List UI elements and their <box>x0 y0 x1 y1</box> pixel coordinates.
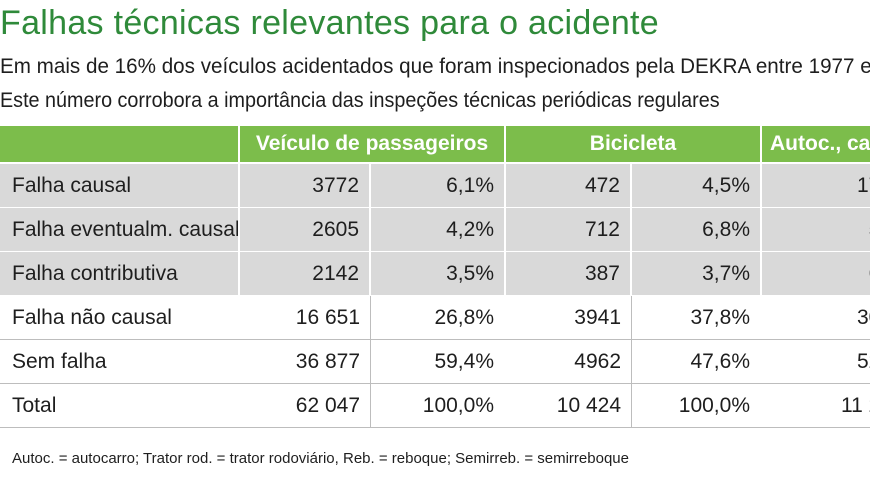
column-separator <box>504 340 506 384</box>
header-bicycle: Bicicleta <box>506 126 760 162</box>
passenger-percent: 3,5% <box>371 252 504 296</box>
row-label: Falha eventualm. causal <box>0 208 240 252</box>
header-bus: Autoc., car <box>762 126 870 162</box>
column-separator <box>760 164 762 208</box>
page-title: Falhas técnicas relevantes para o aciden… <box>0 4 659 42</box>
column-separator <box>760 340 762 384</box>
bicycle-count: 3941 <box>506 296 632 340</box>
bus-count: 305 <box>762 296 870 340</box>
column-separator <box>504 384 506 428</box>
bus-count: 11 27 <box>762 384 870 428</box>
row-label: Falha contributiva <box>0 252 238 296</box>
row-label: Sem falha <box>0 340 238 384</box>
passenger-percent: 6,1% <box>371 164 504 208</box>
column-separator <box>760 384 762 428</box>
subtitle-line-2: Este número corrobora a importância das … <box>0 89 720 112</box>
passenger-count: 62 047 <box>240 384 371 428</box>
bicycle-percent: 37,8% <box>632 296 760 340</box>
bicycle-percent: 47,6% <box>632 340 760 384</box>
column-separator <box>760 208 762 252</box>
row-label: Falha causal <box>0 164 238 208</box>
column-separator <box>238 384 240 428</box>
bicycle-percent: 100,0% <box>632 384 760 428</box>
bicycle-percent: 3,7% <box>632 252 760 296</box>
passenger-percent: 26,8% <box>371 296 504 340</box>
bicycle-percent: 4,5% <box>632 164 760 208</box>
passenger-count: 3772 <box>240 164 371 208</box>
column-separator <box>238 296 240 340</box>
column-separator <box>760 296 762 340</box>
column-separator <box>238 208 240 252</box>
passenger-percent: 59,4% <box>371 340 504 384</box>
header-empty-cell <box>0 126 238 162</box>
column-separator <box>238 252 240 296</box>
column-separator <box>238 164 240 208</box>
column-separator <box>238 340 240 384</box>
passenger-percent: 4,2% <box>371 208 504 252</box>
bus-count: 525 <box>762 340 870 384</box>
column-separator <box>504 208 506 252</box>
passenger-count: 2605 <box>240 208 371 252</box>
row-label: Total <box>0 384 238 428</box>
bicycle-count: 712 <box>506 208 632 252</box>
footnote: Autoc. = autocarro; Trator rod. = trator… <box>12 450 629 467</box>
bicycle-count: 4962 <box>506 340 632 384</box>
bicycle-percent: 6,8% <box>632 208 760 252</box>
column-separator <box>760 252 762 296</box>
passenger-count: 16 651 <box>240 296 371 340</box>
bus-count: 66 <box>762 252 870 296</box>
bicycle-count: 387 <box>506 252 632 296</box>
header-passenger-vehicle: Veículo de passageiros <box>240 126 504 162</box>
subtitle-line-1: Em mais de 16% dos veículos acidentados … <box>0 55 870 78</box>
passenger-count: 2142 <box>240 252 371 296</box>
bicycle-count: 472 <box>506 164 632 208</box>
column-separator <box>504 164 506 208</box>
passenger-percent: 100,0% <box>371 384 504 428</box>
bus-count: 170 <box>762 164 870 208</box>
bicycle-count: 10 424 <box>506 384 632 428</box>
bus-count: 54 <box>762 208 870 252</box>
column-separator <box>504 252 506 296</box>
passenger-count: 36 877 <box>240 340 371 384</box>
column-separator <box>504 296 506 340</box>
row-label: Falha não causal <box>0 296 238 340</box>
